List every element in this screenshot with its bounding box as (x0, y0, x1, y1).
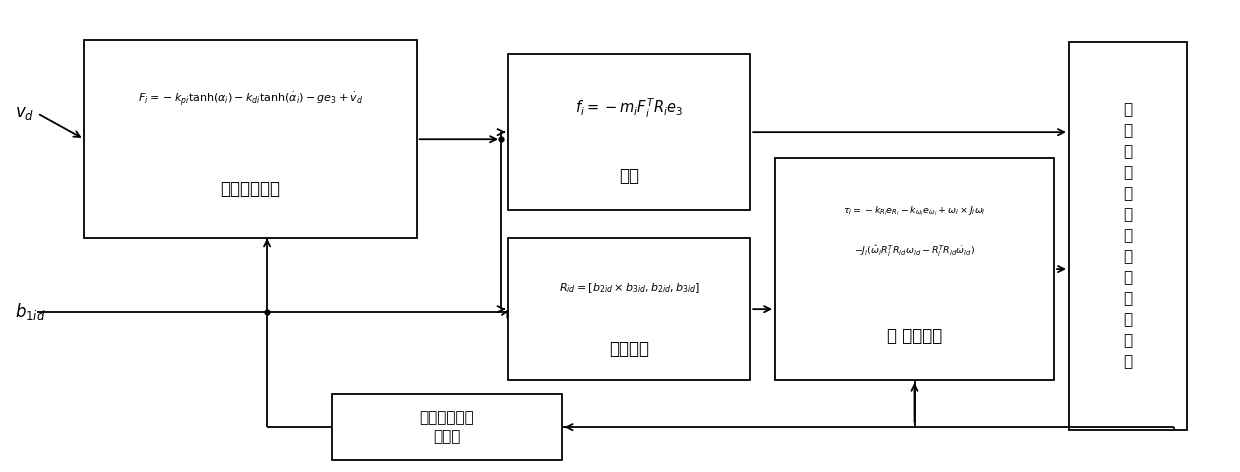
Bar (84, 40, 417, 238)
Bar (1069, 42, 1187, 430)
Text: 体 转矩输入: 体 转矩输入 (887, 327, 942, 345)
Text: 辅助滤波信号
发生器: 辅助滤波信号 发生器 (419, 410, 475, 445)
Text: 期望姿态: 期望姿态 (609, 340, 650, 358)
Text: $f_i=-m_iF_i^TR_ie_3$: $f_i=-m_iF_i^TR_ie_3$ (575, 97, 683, 120)
Text: 推力: 推力 (619, 167, 640, 185)
Text: $-J_i(\hat{\omega}_iR_i^TR_{id}\omega_{id}-R_i^TR_{id}\dot{\omega}_{id})$: $-J_i(\hat{\omega}_iR_i^TR_{id}\omega_{i… (854, 244, 975, 259)
Text: 中间控制信号: 中间控制信号 (221, 180, 280, 198)
Text: $F_i=-k_{pi}\tanh(\alpha_i)-k_{di}\tanh(\dot{\alpha}_i)-ge_3+\dot{v}_d$: $F_i=-k_{pi}\tanh(\alpha_i)-k_{di}\tanh(… (138, 91, 363, 109)
Bar (332, 394, 562, 460)
Text: $b_{1id}$: $b_{1id}$ (15, 301, 46, 322)
Text: $\tau_i=-k_{R_i}e_{R_i}-k_{\omega_i}e_{\omega_i}+\omega_i\times J_i\omega_i$: $\tau_i=-k_{R_i}e_{R_i}-k_{\omega_i}e_{\… (843, 204, 986, 218)
Bar (508, 238, 750, 380)
Text: 四
旋
翼
飞
行
机
器
人
动
力
学
模
型: 四 旋 翼 飞 行 机 器 人 动 力 学 模 型 (1123, 102, 1132, 370)
Bar (508, 54, 750, 210)
Text: $R_{id}=[b_{2id}\times b_{3id},b_{2id},b_{3id}]$: $R_{id}=[b_{2id}\times b_{3id},b_{2id},b… (559, 281, 699, 295)
Bar (775, 158, 1054, 380)
Text: $v_d$: $v_d$ (15, 104, 35, 122)
